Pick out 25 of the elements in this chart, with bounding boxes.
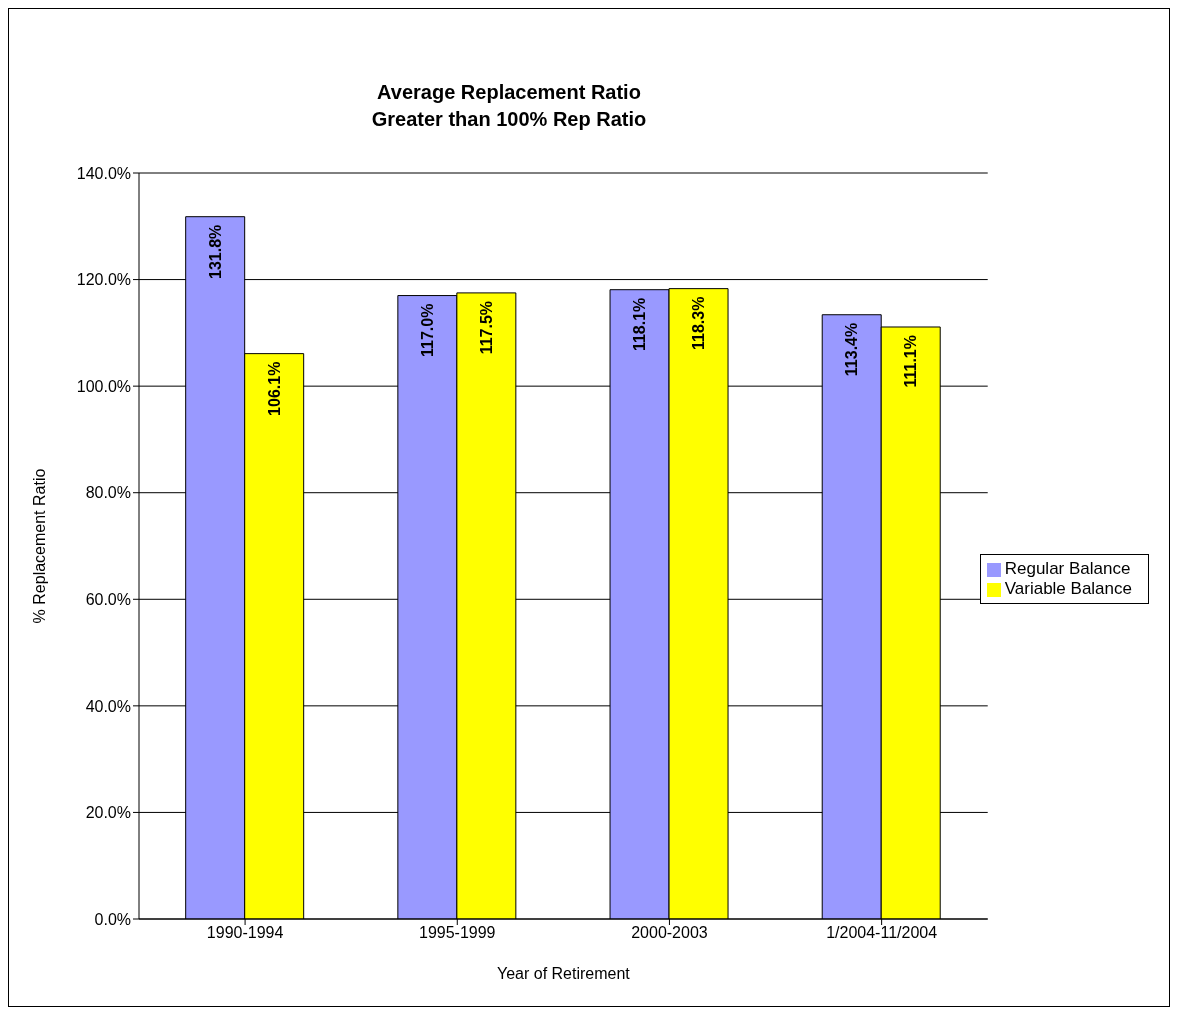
chart-title: Average Replacement Ratio Greater than 100% Rep Ratio	[370, 80, 648, 132]
y-axis-title: % Replacement Ratio	[30, 468, 48, 624]
data-label: 118.3%	[690, 296, 708, 351]
y-tick-label: 40.0%	[85, 697, 131, 715]
legend-label: Variable Balance	[1004, 579, 1132, 598]
x-axis-title: Year of Retirement	[496, 965, 631, 982]
data-label: 117.0%	[418, 303, 436, 357]
data-label: 117.5%	[477, 300, 495, 355]
data-label: 131.8%	[206, 224, 224, 279]
data-label: 113.4%	[843, 322, 861, 377]
y-tick-label: 140.0%	[76, 164, 131, 182]
y-tick-label: 0.0%	[94, 910, 131, 928]
y-tick-label: 60.0%	[85, 590, 131, 608]
data-label: 111.1%	[902, 335, 920, 388]
data-label: 106.1%	[265, 361, 283, 416]
y-tick-label: 100.0%	[76, 377, 131, 395]
y-tick-label: 20.0%	[85, 804, 131, 822]
x-tick-label: 1995-1999	[419, 924, 496, 942]
x-tick-label: 1/2004-11/2004	[826, 924, 938, 942]
y-tick-label: 120.0%	[76, 271, 131, 289]
legend-label: Regular Balance	[1004, 559, 1131, 578]
y-tick-label: 80.0%	[85, 484, 131, 502]
x-tick-label: 2000-2003	[631, 924, 708, 942]
data-label: 118.1%	[631, 297, 649, 352]
x-tick-label: 1990-1994	[206, 924, 284, 942]
